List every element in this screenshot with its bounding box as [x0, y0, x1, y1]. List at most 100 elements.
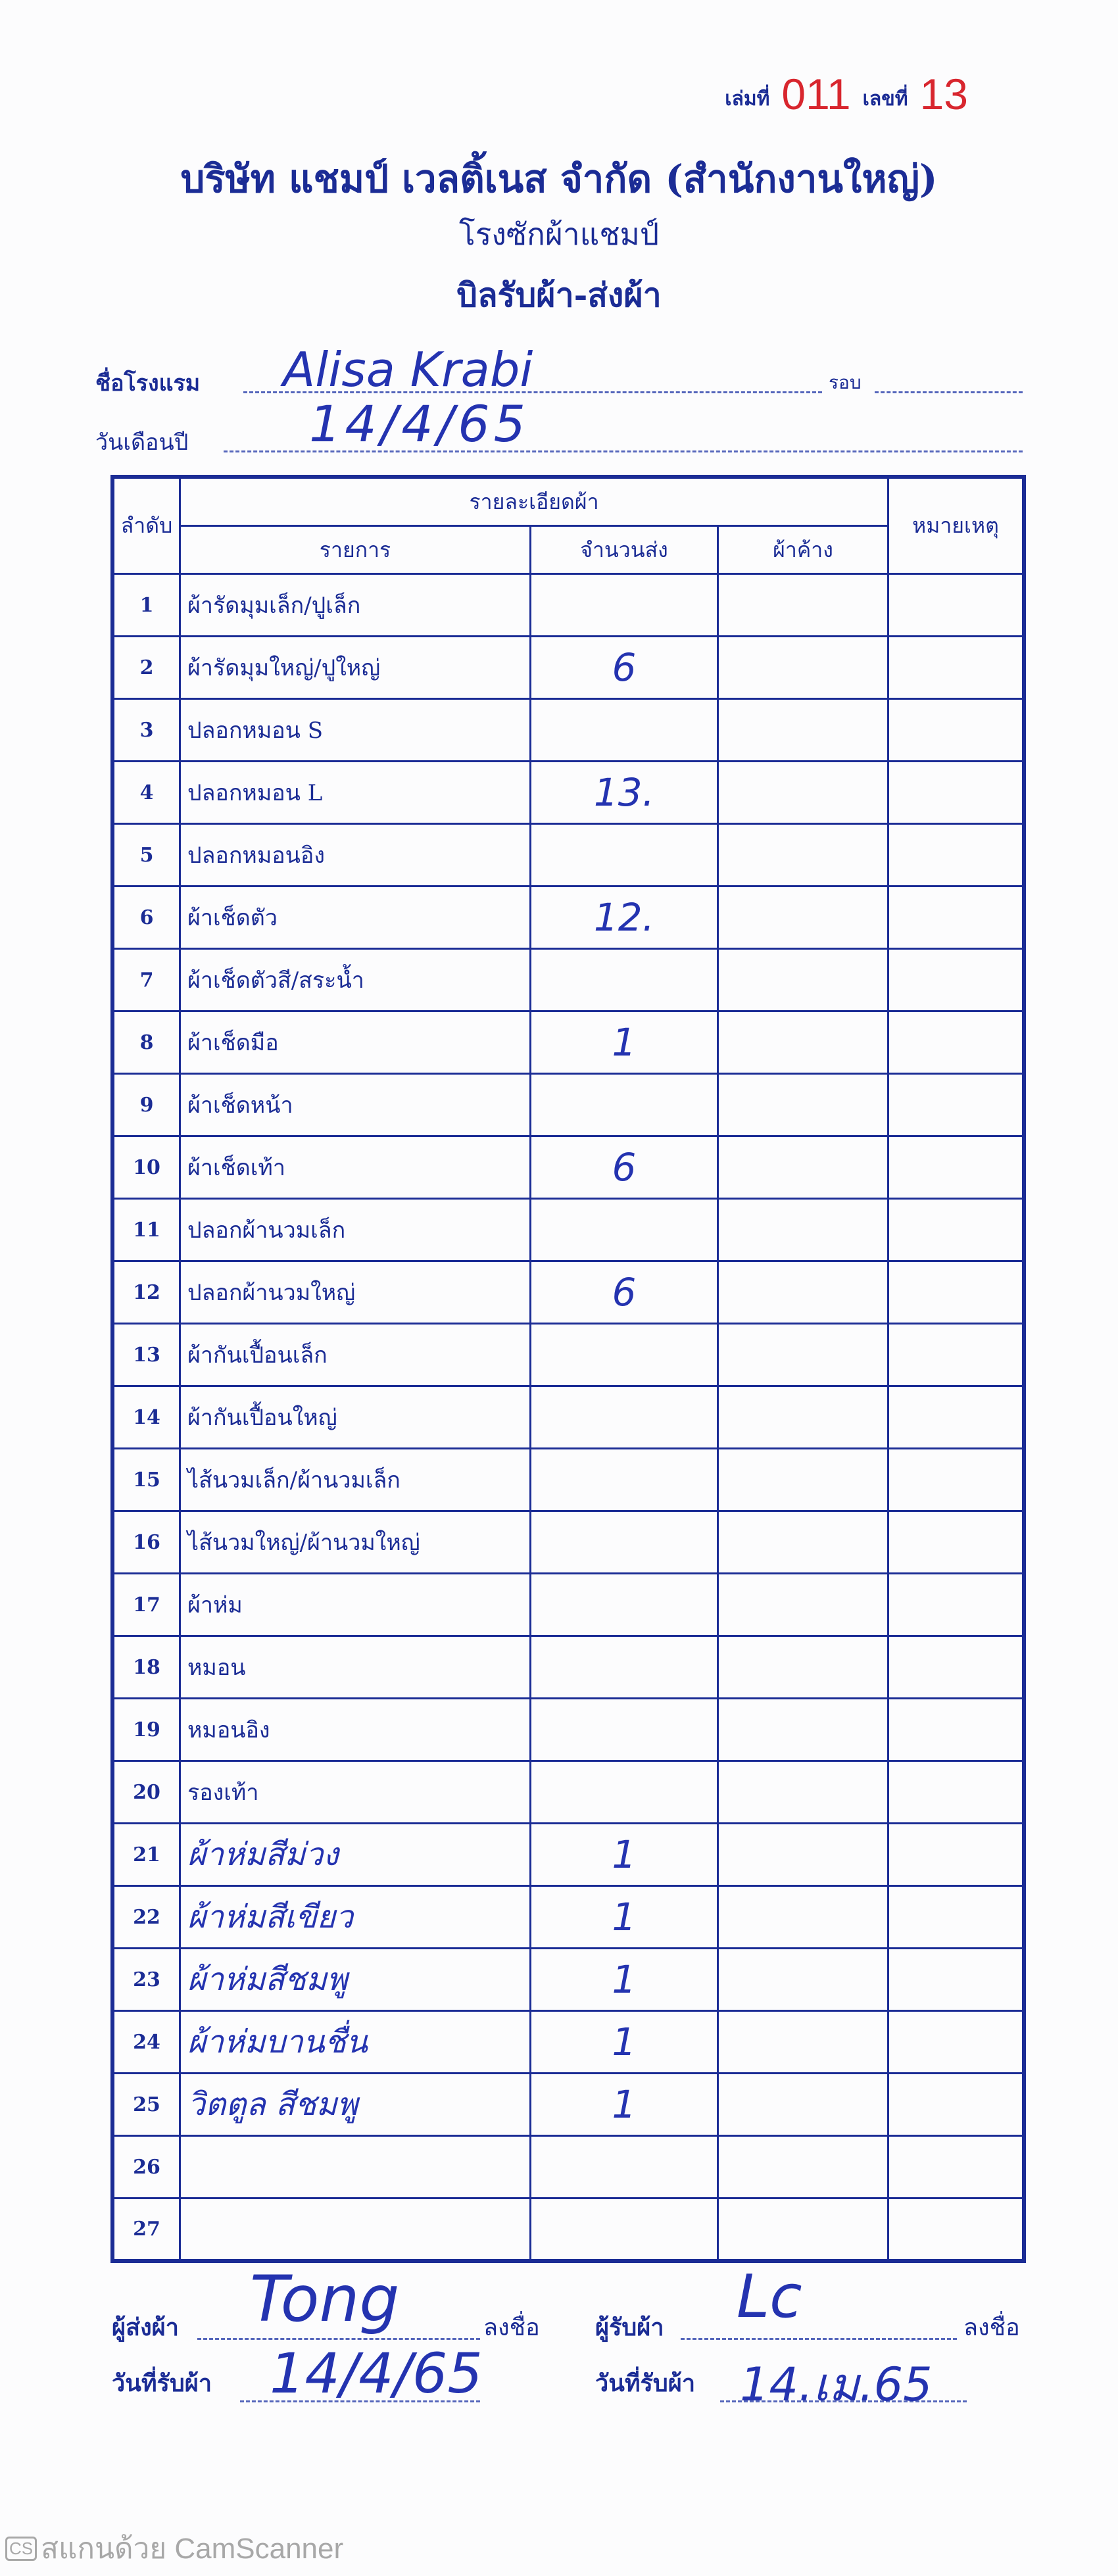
row-item[interactable]: ผ้าเช็ดตัวสี/สระน้ำ: [179, 948, 531, 1012]
row-qty[interactable]: [529, 1697, 719, 1762]
row-pending[interactable]: [717, 1635, 889, 1699]
row-note[interactable]: [887, 1822, 1025, 1887]
date-value[interactable]: 14/4/65: [309, 395, 529, 453]
row-qty[interactable]: [529, 948, 719, 1012]
row-note[interactable]: [887, 1260, 1025, 1324]
row-qty[interactable]: [529, 1323, 719, 1387]
row-qty[interactable]: 6: [529, 1260, 719, 1324]
row-pending[interactable]: [717, 1260, 889, 1324]
row-pending[interactable]: [717, 2072, 889, 2137]
row-item[interactable]: วิตตูล สีชมพู: [179, 2072, 531, 2137]
row-note[interactable]: [887, 2010, 1025, 2074]
row-item[interactable]: ไส้นวมเล็ก/ผ้านวมเล็ก: [179, 1447, 531, 1512]
row-note[interactable]: [887, 760, 1025, 825]
row-pending[interactable]: [717, 1760, 889, 1824]
row-item[interactable]: ปลอกหมอน L: [179, 760, 531, 825]
row-item[interactable]: ปลอกหมอนอิง: [179, 823, 531, 887]
row-note[interactable]: [887, 2135, 1025, 2199]
row-note[interactable]: [887, 948, 1025, 1012]
row-pending[interactable]: [717, 1010, 889, 1075]
row-item[interactable]: ผ้าเช็ดมือ: [179, 1010, 531, 1075]
row-note[interactable]: [887, 2072, 1025, 2137]
row-pending[interactable]: [717, 948, 889, 1012]
row-pending[interactable]: [717, 1697, 889, 1762]
row-note[interactable]: [887, 1447, 1025, 1512]
row-pending[interactable]: [717, 823, 889, 887]
row-pending[interactable]: [717, 1447, 889, 1512]
row-qty[interactable]: [529, 823, 719, 887]
row-note[interactable]: [887, 573, 1025, 637]
row-item[interactable]: ผ้ารัดมุมเล็ก/ปูเล็ก: [179, 573, 531, 637]
row-pending[interactable]: [717, 1822, 889, 1887]
row-note[interactable]: [887, 1635, 1025, 1699]
row-note[interactable]: [887, 1760, 1025, 1824]
row-item[interactable]: ผ้าเช็ดตัว: [179, 885, 531, 950]
row-qty[interactable]: 1: [529, 1010, 719, 1075]
row-note[interactable]: [887, 1198, 1025, 1262]
row-qty[interactable]: 1: [529, 1947, 719, 2012]
row-item[interactable]: ปลอกหมอน S: [179, 698, 531, 762]
row-note[interactable]: [887, 1385, 1025, 1449]
row-item[interactable]: ผ้าห่ม: [179, 1572, 531, 1637]
row-item[interactable]: รองเท้า: [179, 1760, 531, 1824]
row-note[interactable]: [887, 823, 1025, 887]
row-note[interactable]: [887, 1010, 1025, 1075]
row-pending[interactable]: [717, 573, 889, 637]
row-item[interactable]: ผ้าเช็ดเท้า: [179, 1135, 531, 1200]
row-item[interactable]: ผ้ารัดมุมใหญ่/ปูใหญ่: [179, 635, 531, 700]
row-qty[interactable]: 1: [529, 1885, 719, 1949]
row-qty[interactable]: 13.: [529, 760, 719, 825]
row-pending[interactable]: [717, 1510, 889, 1574]
row-pending[interactable]: [717, 760, 889, 825]
row-note[interactable]: [887, 2197, 1025, 2262]
row-note[interactable]: [887, 698, 1025, 762]
row-qty[interactable]: [529, 1572, 719, 1637]
row-pending[interactable]: [717, 2135, 889, 2199]
row-qty[interactable]: [529, 2197, 719, 2262]
row-pending[interactable]: [717, 698, 889, 762]
row-item[interactable]: หมอนอิง: [179, 1697, 531, 1762]
row-note[interactable]: [887, 885, 1025, 950]
row-qty[interactable]: [529, 2135, 719, 2199]
row-qty[interactable]: [529, 1073, 719, 1137]
round-line[interactable]: [875, 391, 1023, 393]
row-qty[interactable]: 1: [529, 2010, 719, 2074]
row-note[interactable]: [887, 1885, 1025, 1949]
row-item[interactable]: ผ้าเช็ดหน้า: [179, 1073, 531, 1137]
row-qty[interactable]: [529, 1760, 719, 1824]
row-pending[interactable]: [717, 1073, 889, 1137]
row-note[interactable]: [887, 1697, 1025, 1762]
row-item[interactable]: หมอน: [179, 1635, 531, 1699]
row-qty[interactable]: 6: [529, 1135, 719, 1200]
row-qty[interactable]: [529, 1198, 719, 1262]
row-pending[interactable]: [717, 1572, 889, 1637]
row-item[interactable]: ผ้าห่มสีเขียว: [179, 1885, 531, 1949]
row-qty[interactable]: 12.: [529, 885, 719, 950]
row-pending[interactable]: [717, 1947, 889, 2012]
row-qty[interactable]: [529, 573, 719, 637]
row-qty[interactable]: [529, 1385, 719, 1449]
row-qty[interactable]: 1: [529, 1822, 719, 1887]
row-qty[interactable]: [529, 698, 719, 762]
row-note[interactable]: [887, 1510, 1025, 1574]
row-pending[interactable]: [717, 1135, 889, 1200]
hotel-value[interactable]: Alisa Krabi: [283, 342, 533, 397]
row-item[interactable]: [179, 2197, 531, 2262]
row-qty[interactable]: [529, 1635, 719, 1699]
row-item[interactable]: ผ้ากันเปื้อนใหญ่: [179, 1385, 531, 1449]
row-item[interactable]: ผ้าห่มสีชมพู: [179, 1947, 531, 2012]
row-note[interactable]: [887, 1135, 1025, 1200]
row-note[interactable]: [887, 1073, 1025, 1137]
row-pending[interactable]: [717, 2197, 889, 2262]
row-note[interactable]: [887, 635, 1025, 700]
row-pending[interactable]: [717, 1385, 889, 1449]
row-item[interactable]: ปลอกผ้านวมเล็ก: [179, 1198, 531, 1262]
row-pending[interactable]: [717, 635, 889, 700]
row-qty[interactable]: [529, 1447, 719, 1512]
row-pending[interactable]: [717, 1323, 889, 1387]
row-qty[interactable]: [529, 1510, 719, 1574]
row-item[interactable]: ผ้ากันเปื้อนเล็ก: [179, 1323, 531, 1387]
row-qty[interactable]: 6: [529, 635, 719, 700]
row-item[interactable]: ผ้าห่มสีม่วง: [179, 1822, 531, 1887]
row-item[interactable]: ไส้นวมใหญ่/ผ้านวมใหญ่: [179, 1510, 531, 1574]
